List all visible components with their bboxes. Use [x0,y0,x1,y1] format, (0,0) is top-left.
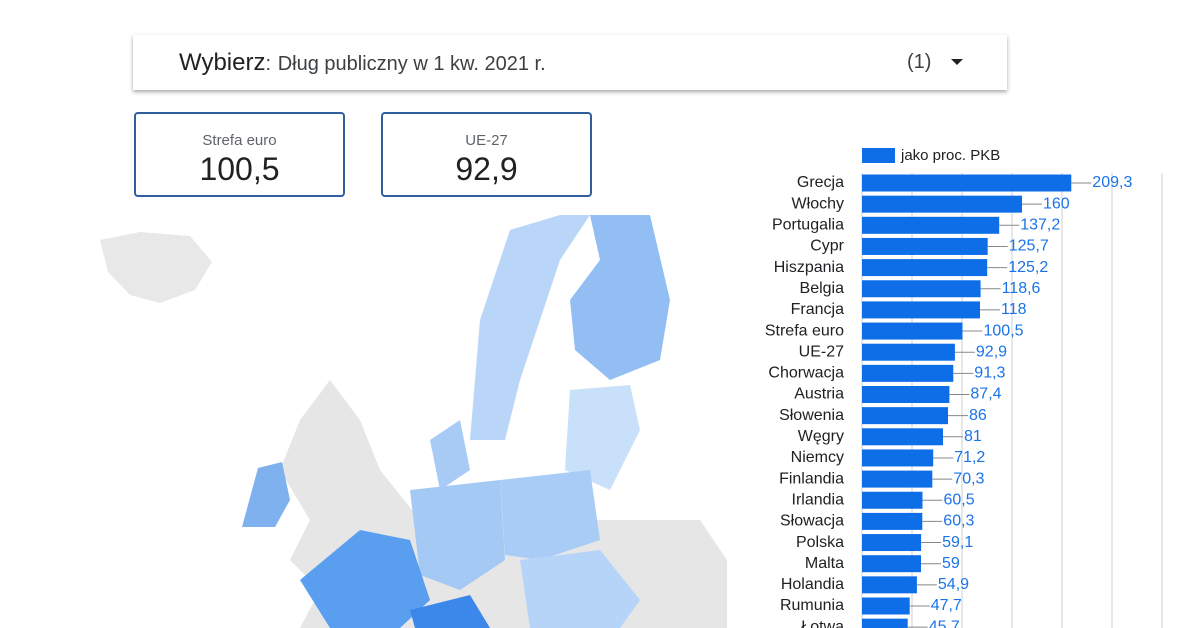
data-label: 160 [1043,195,1070,212]
bar [862,301,980,319]
category-label: Słowacja [780,513,844,530]
category-label: Finlandia [779,470,844,487]
bar [862,618,908,628]
category-label: Hiszpania [774,259,844,276]
category-label: Holandia [781,576,844,593]
data-label: 137,2 [1020,217,1060,234]
bar [862,534,922,552]
bar [862,195,1022,213]
bar [862,216,1000,234]
selector-title: Wybierz [179,49,266,76]
data-label: 86 [969,407,987,424]
dropdown-arrow[interactable] [951,59,963,65]
category-label: Strefa euro [765,322,844,339]
italy [410,595,490,628]
data-label: 70,3 [953,470,984,487]
scorecard-value: 92,9 [455,151,518,187]
bar [862,237,988,255]
selector-count: (1) [907,51,932,73]
bar [862,491,923,509]
category-label: Francja [791,301,844,318]
scorecard: UE-27 92,9 [381,112,592,197]
data-label: 118,6 [1002,280,1041,297]
category-label: Grecja [797,174,844,191]
selector-value: Dług publiczny w 1 kw. 2021 r. [277,53,546,75]
bar [862,343,955,361]
bar [862,428,943,446]
map [0,215,727,628]
data-label: 59,1 [942,534,973,551]
category-label: Cypr [810,238,844,255]
category-label: Polska [796,534,844,551]
data-label: 125,7 [1009,238,1049,255]
data-label: 118 [1001,301,1027,318]
data-label: 125,2 [1008,259,1048,276]
category-label: Austria [794,386,844,403]
category-label: Rumunia [780,597,844,614]
poland [500,470,600,560]
category-label: Słowenia [779,407,844,424]
data-label: 87,4 [970,386,1001,403]
bar [862,470,933,488]
baltics [565,385,640,490]
bar [862,174,1072,192]
ireland [242,462,290,527]
selector-separator: : [265,53,272,75]
bar [862,322,963,340]
data-label: 60,5 [944,491,975,508]
legend-swatch [862,148,895,163]
category-label: Belgia [800,280,845,297]
france [300,530,430,628]
category-label: Malta [805,555,844,572]
germany [410,480,505,590]
category-label: Węgry [798,428,844,445]
bar [862,597,910,615]
bar [862,259,988,277]
data-label: 47,7 [931,597,962,614]
data-label: 209,3 [1092,174,1132,191]
legend-label: jako proc. PKB [900,147,1000,164]
sweden [470,215,590,440]
iceland [100,232,212,303]
bar [862,449,934,467]
category-label: Niemcy [791,449,844,466]
bar [862,280,981,298]
category-label: Włochy [792,195,844,212]
category-label: Irlandia [792,491,845,508]
data-label: 60,3 [943,513,974,530]
bar [862,555,921,573]
bar [862,364,954,382]
southeast [520,550,640,628]
category-label: Portugalia [772,217,844,234]
data-label: 91,3 [974,365,1005,382]
scorecard-label: Strefa euro [202,132,277,149]
category-label: Chorwacja [768,365,844,382]
bar [862,407,948,425]
bar [862,512,923,530]
data-label: 71,2 [954,449,985,466]
scorecard-value: 100,5 [199,151,280,187]
bar [862,386,950,403]
data-label: 54,9 [938,576,969,593]
denmark [430,420,470,490]
data-label: 45,7 [929,618,960,628]
finland [570,215,670,380]
selector-label: Wybierz: Dług publiczny w 1 kw. 2021 r. [179,49,546,77]
selector[interactable]: Wybierz: Dług publiczny w 1 kw. 2021 r. … [133,35,1007,90]
scorecard: Strefa euro 100,5 [134,112,345,197]
category-label: Łotwa [801,618,844,628]
data-label: 81 [964,428,982,445]
data-label: 100,5 [984,322,1024,339]
bar [862,576,917,594]
data-label: 92,9 [976,343,1007,360]
scorecard-label: UE-27 [465,132,508,149]
data-label: 59 [942,555,960,572]
category-label: UE-27 [799,343,844,360]
